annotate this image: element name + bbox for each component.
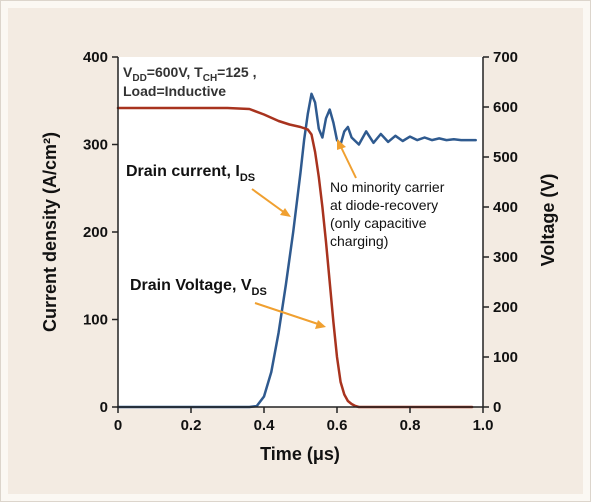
condition-line-2: Load=Inductive bbox=[123, 83, 226, 99]
voltage-arrow bbox=[254, 302, 319, 325]
y-right-axis-title: Voltage (V) bbox=[538, 174, 558, 267]
y-right-tick-label: 100 bbox=[493, 349, 518, 366]
y-right-tick-label: 400 bbox=[493, 199, 518, 216]
x-tick-label: 0.8 bbox=[400, 417, 421, 434]
plot-area bbox=[118, 57, 483, 407]
y-right-tick-label: 300 bbox=[493, 249, 518, 266]
note-line-1: No minority carrier bbox=[330, 179, 445, 195]
y-left-tick-label: 100 bbox=[83, 312, 108, 329]
y-left-tick-label: 0 bbox=[100, 399, 108, 416]
y-left-tick-label: 300 bbox=[83, 137, 108, 154]
note-line-2: at diode-recovery bbox=[330, 197, 438, 213]
voltage-arrowhead bbox=[315, 320, 326, 329]
y-right-tick-label: 200 bbox=[493, 299, 518, 316]
current-arrowhead bbox=[280, 208, 291, 217]
y-left-tick-label: 200 bbox=[83, 224, 108, 241]
x-tick-label: 0.6 bbox=[327, 417, 348, 434]
x-tick-label: 0 bbox=[114, 417, 122, 434]
y-left-tick-label: 400 bbox=[83, 49, 108, 66]
y-left-axis-title: Current density (A/cm²) bbox=[40, 132, 60, 332]
x-tick-label: 0.4 bbox=[254, 417, 276, 434]
current-arrow bbox=[251, 188, 286, 214]
y-right-tick-label: 0 bbox=[493, 399, 501, 416]
current-series-label: Drain current, IDS bbox=[126, 163, 255, 184]
y-right-tick-label: 700 bbox=[493, 49, 518, 66]
x-tick-label: 0.2 bbox=[181, 417, 202, 434]
note-arrowhead bbox=[337, 139, 346, 150]
note-line-3: (only capacitive bbox=[330, 215, 427, 231]
x-axis-title: Time (μs) bbox=[260, 444, 340, 464]
y-right-tick-label: 600 bbox=[493, 99, 518, 116]
x-tick-label: 1.0 bbox=[473, 417, 494, 434]
note-arrow bbox=[340, 146, 357, 179]
condition-line-1: VDD=600V, TCH=125 , bbox=[123, 64, 257, 84]
y-right-tick-label: 500 bbox=[493, 149, 518, 166]
note-line-4: charging) bbox=[330, 233, 388, 249]
voltage-series-label: Drain Voltage, VDS bbox=[130, 277, 267, 298]
ticks: 0 0.2 0.4 0.6 0.8 1.0010020030040001002003004… bbox=[83, 49, 518, 434]
